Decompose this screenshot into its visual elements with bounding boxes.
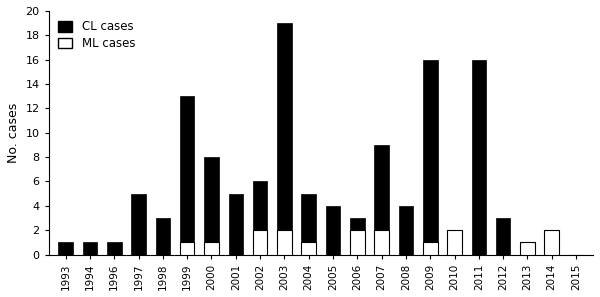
- Bar: [350, 230, 365, 255]
- Bar: [423, 60, 437, 255]
- Bar: [277, 230, 292, 255]
- Bar: [447, 242, 462, 255]
- Bar: [277, 23, 292, 255]
- Bar: [58, 242, 73, 255]
- Bar: [180, 96, 194, 255]
- Bar: [374, 145, 389, 255]
- Bar: [520, 242, 535, 255]
- Bar: [155, 218, 170, 255]
- Bar: [180, 242, 194, 255]
- Bar: [496, 218, 511, 255]
- Bar: [253, 181, 268, 255]
- Bar: [544, 230, 559, 255]
- Bar: [131, 194, 146, 255]
- Legend: CL cases, ML cases: CL cases, ML cases: [55, 17, 139, 53]
- Bar: [447, 230, 462, 255]
- Bar: [520, 242, 535, 255]
- Bar: [301, 194, 316, 255]
- Bar: [472, 60, 486, 255]
- Bar: [204, 242, 219, 255]
- Bar: [301, 242, 316, 255]
- Bar: [204, 157, 219, 255]
- Bar: [83, 242, 97, 255]
- Bar: [398, 206, 413, 255]
- Bar: [229, 194, 243, 255]
- Bar: [350, 218, 365, 255]
- Bar: [253, 230, 268, 255]
- Y-axis label: No. cases: No. cases: [7, 102, 20, 163]
- Bar: [326, 206, 340, 255]
- Bar: [107, 242, 122, 255]
- Bar: [374, 230, 389, 255]
- Bar: [423, 242, 437, 255]
